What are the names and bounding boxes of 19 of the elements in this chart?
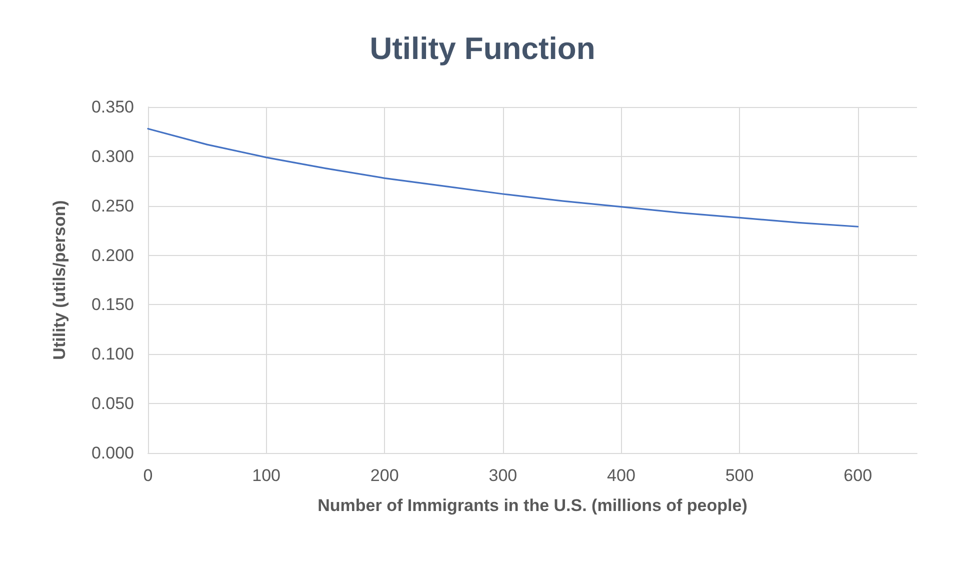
y-tick-label: 0.350 — [91, 98, 134, 116]
x-tick-label: 200 — [370, 466, 399, 485]
x-axis-title: Number of Immigrants in the U.S. (millions of people) — [318, 496, 748, 515]
y-tick-label: 0.250 — [91, 196, 134, 216]
chart-title: Utility Function — [370, 31, 596, 66]
x-tick-label: 500 — [725, 466, 754, 485]
x-tick-label: 300 — [488, 466, 518, 485]
y-tick-label: 0.100 — [91, 344, 134, 364]
y-tick-label: 0.150 — [91, 295, 134, 314]
y-tick-label: 0.000 — [91, 444, 134, 462]
x-tick-label: 600 — [844, 466, 872, 485]
x-tick-label: 400 — [607, 466, 636, 485]
y-tick-label: 0.050 — [91, 394, 134, 414]
x-tick-label: 0 — [143, 466, 153, 485]
y-tick-label: 0.300 — [91, 146, 134, 166]
x-tick-label: 100 — [252, 466, 280, 485]
y-tick-label: 0.200 — [91, 246, 134, 265]
line-series — [147, 128, 859, 228]
y-axis-title: Utility (utils/person) — [50, 200, 69, 360]
